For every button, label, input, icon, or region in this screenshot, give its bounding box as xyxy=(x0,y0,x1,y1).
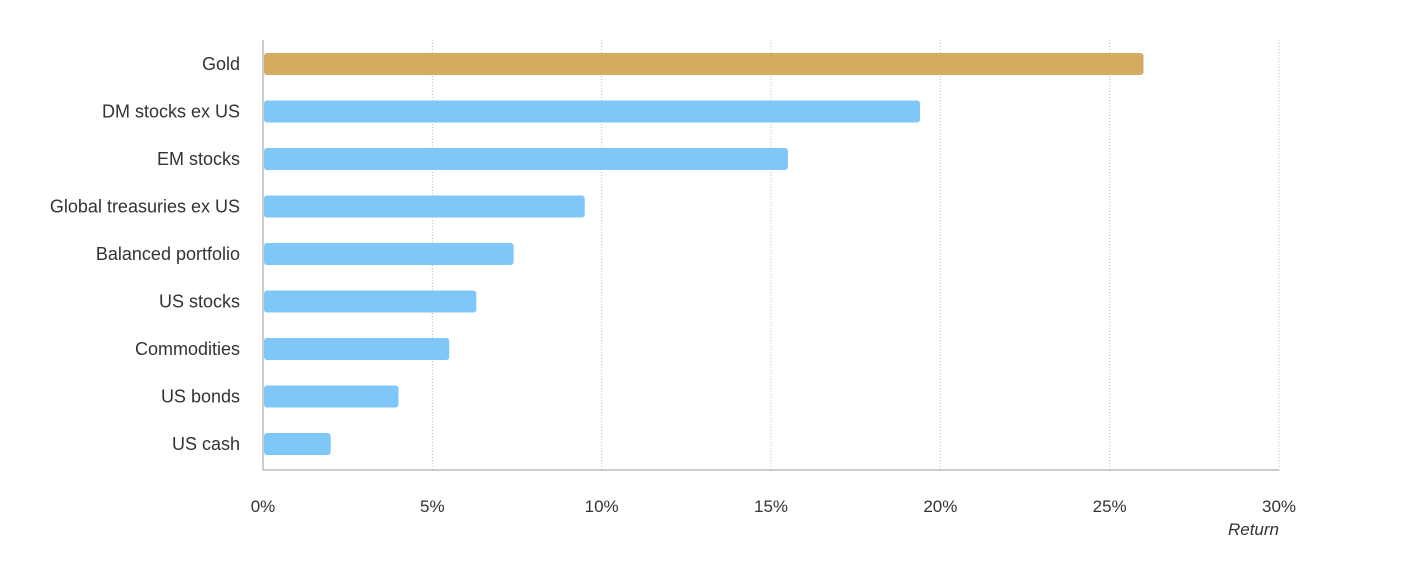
x-tick-label: 15% xyxy=(754,497,788,516)
x-axis-title: Return xyxy=(1228,520,1279,539)
x-tick-label: 30% xyxy=(1262,497,1296,516)
category-label: US bonds xyxy=(161,387,240,407)
bar-em-stocks xyxy=(264,148,788,170)
bars xyxy=(264,53,1144,455)
category-label: Balanced portfolio xyxy=(96,244,240,264)
x-tick-label: 10% xyxy=(585,497,619,516)
category-labels: Gold DM stocks ex US EM stocks Global treas… xyxy=(50,54,240,454)
bar-commodities xyxy=(264,338,450,360)
bar-balanced-portfolio xyxy=(264,243,514,265)
x-tick-label: 20% xyxy=(923,497,957,516)
axes xyxy=(262,40,1279,471)
category-label: Commodities xyxy=(135,339,240,359)
category-label: Gold xyxy=(202,54,240,74)
category-label: US stocks xyxy=(159,292,240,312)
bar-gold xyxy=(264,53,1144,75)
category-label: DM stocks ex US xyxy=(102,102,240,122)
category-label: US cash xyxy=(172,434,240,454)
bar-dm-stocks-ex-us xyxy=(264,100,921,123)
bar-us-cash xyxy=(264,433,331,455)
bar-us-bonds xyxy=(264,385,399,408)
x-tick-label: 5% xyxy=(420,497,445,516)
x-tick-labels: 0% 5% 10% 15% 20% 25% 30% xyxy=(251,497,1296,516)
x-tick-label: 25% xyxy=(1093,497,1127,516)
bar-global-treasuries-ex-us xyxy=(264,195,585,218)
category-label: Global treasuries ex US xyxy=(50,197,240,217)
category-label: EM stocks xyxy=(157,149,240,169)
bar-us-stocks xyxy=(264,290,477,313)
x-tick-label: 0% xyxy=(251,497,276,516)
